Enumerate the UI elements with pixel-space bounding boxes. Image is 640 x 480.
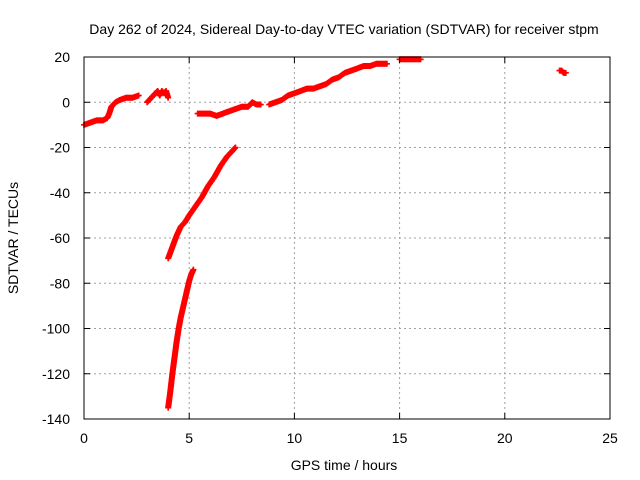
y-tick-label: -40 bbox=[50, 185, 70, 201]
x-tick-label: 5 bbox=[185, 430, 193, 446]
data-point bbox=[562, 69, 569, 76]
y-tick-label: -80 bbox=[50, 275, 70, 291]
data-point bbox=[257, 101, 264, 108]
data-point bbox=[383, 60, 390, 67]
series-main-track bbox=[81, 92, 142, 128]
y-tick-label: -60 bbox=[50, 230, 70, 246]
x-tick-label: 20 bbox=[497, 430, 513, 446]
data-point bbox=[190, 266, 197, 273]
chart-title: Day 262 of 2024, Sidereal Day-to-day VTE… bbox=[89, 21, 598, 37]
data-point bbox=[165, 94, 172, 101]
x-tick-label: 25 bbox=[602, 430, 618, 446]
series-main-track bbox=[194, 99, 264, 119]
y-tick-label: 0 bbox=[62, 94, 70, 110]
y-tick-label: -20 bbox=[50, 140, 70, 156]
x-tick-label: 10 bbox=[287, 430, 303, 446]
x-axis-label: GPS time / hours bbox=[291, 457, 398, 473]
tick-layer: 0 5 10 15 20 25 -140 -120 -100 -80 -60 -40 -20 0 20 bbox=[42, 49, 618, 446]
series-layer bbox=[81, 56, 569, 411]
y-axis-label: SDTVAR / TECUs bbox=[5, 182, 21, 294]
plot-frame bbox=[83, 56, 611, 420]
data-point bbox=[232, 144, 239, 151]
y-tick-label: -100 bbox=[42, 321, 70, 337]
series-main-track bbox=[144, 87, 172, 106]
y-tick-label: 20 bbox=[54, 49, 70, 65]
grid-layer bbox=[84, 57, 610, 419]
y-tick-label: -140 bbox=[42, 411, 70, 427]
series-descending-branch bbox=[165, 144, 239, 262]
series-main-track bbox=[556, 67, 569, 76]
series-main-track bbox=[266, 60, 390, 108]
x-tick-label: 0 bbox=[80, 430, 88, 446]
y-tick-label: -120 bbox=[42, 366, 70, 382]
series-steep-branch bbox=[165, 266, 197, 411]
x-tick-label: 15 bbox=[392, 430, 408, 446]
data-point bbox=[135, 92, 142, 99]
